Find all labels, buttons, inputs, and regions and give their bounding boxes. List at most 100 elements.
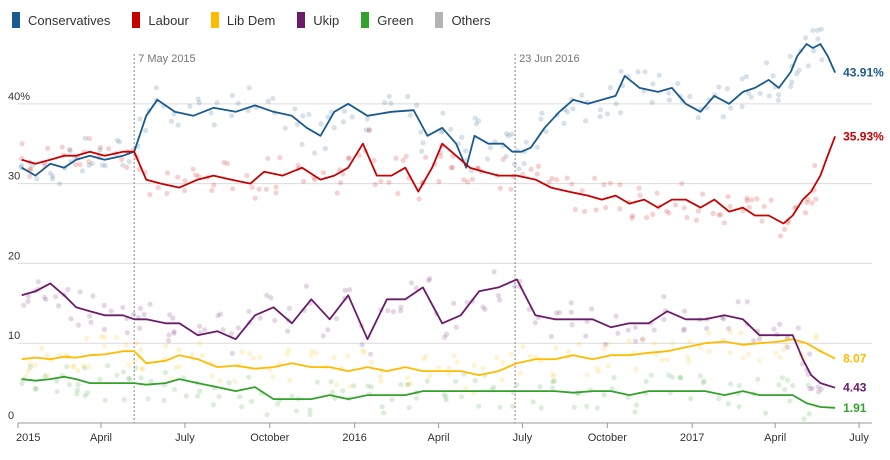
legend-item: Green (361, 12, 413, 28)
poll-dot (607, 85, 613, 91)
poll-dot (130, 311, 137, 317)
poll-dot (743, 74, 750, 80)
poll-dot (550, 371, 556, 377)
poll-dot (726, 325, 732, 332)
poll-dot (120, 369, 127, 375)
poll-dot (359, 342, 365, 348)
x-tick-label: 2015 (16, 432, 40, 444)
poll-dot (579, 188, 585, 194)
poll-dot (145, 396, 151, 402)
poll-dot (569, 181, 575, 187)
end-label: 43.91% (843, 66, 884, 80)
poll-dot (796, 67, 802, 73)
poll-dot (193, 172, 199, 178)
poll-dot (744, 299, 750, 305)
poll-dot (781, 346, 787, 353)
poll-dot (68, 316, 74, 322)
poll-dot (64, 363, 70, 370)
poll-dot (601, 181, 607, 188)
poll-dot (648, 372, 654, 378)
x-tick-label: October (250, 432, 289, 444)
poll-dot (273, 190, 279, 196)
poll-dot (347, 383, 353, 390)
poll-dot (661, 316, 667, 323)
poll-dot (636, 185, 642, 191)
poll-dot (704, 325, 710, 332)
poll-dot (333, 316, 340, 322)
poll-dot (67, 148, 73, 154)
poll-dot (19, 381, 25, 387)
poll-dot (597, 107, 604, 113)
grid-lines (18, 103, 872, 424)
poll-dot (285, 328, 291, 334)
y-tick-label: 30 (8, 171, 20, 183)
poll-dot (101, 326, 108, 333)
poll-dot (257, 354, 263, 360)
poll-dot (787, 398, 793, 404)
poll-dot (119, 156, 125, 163)
poll-dot (382, 100, 388, 106)
poll-dot (89, 160, 95, 167)
poll-dot (423, 353, 429, 360)
poll-dot (443, 394, 449, 400)
poll-dot (701, 378, 707, 384)
poll-dot (364, 116, 370, 122)
y-tick-label: 10 (8, 330, 20, 342)
poll-dot (416, 196, 422, 202)
poll-dot (147, 301, 153, 307)
poll-dot (372, 182, 378, 188)
poll-dot (771, 326, 777, 332)
poll-dot (539, 110, 545, 116)
poll-dot (613, 313, 619, 319)
poll-dot (420, 356, 426, 362)
poll-dot (626, 338, 632, 344)
poll-dot (211, 122, 217, 128)
poll-dot (784, 377, 791, 383)
poll-dot (666, 372, 672, 378)
poll-dot (681, 308, 688, 314)
poll-dot (413, 395, 420, 401)
poll-dot (360, 347, 366, 354)
poll-dot (471, 362, 478, 369)
poll-dot (50, 173, 56, 179)
poll-dot (802, 210, 809, 216)
end-label: 1.91 (843, 401, 867, 415)
legend-swatch (210, 12, 219, 28)
poll-dot (775, 97, 781, 103)
poll-dot (27, 166, 33, 172)
poll-dot (405, 381, 411, 387)
poll-dot (173, 365, 179, 371)
poll-dot (209, 373, 215, 379)
poll-dot (303, 283, 310, 289)
poll-dot (406, 405, 412, 411)
poll-dot (276, 360, 282, 366)
poll-dot (630, 213, 636, 219)
poll-dot (472, 115, 478, 121)
poll-dot (190, 166, 196, 172)
poll-dot (725, 193, 731, 200)
poll-dot (802, 35, 809, 41)
poll-dot (137, 305, 143, 311)
poll-dot (230, 186, 236, 192)
poll-dot (516, 166, 522, 172)
poll-dot (576, 341, 582, 347)
poll-dot (454, 359, 460, 365)
poll-dot (340, 171, 346, 177)
poll-dot (237, 394, 243, 400)
series-line-ukip (21, 278, 836, 389)
poll-dot (282, 125, 288, 131)
poll-dot (777, 233, 784, 239)
poll-dot (168, 118, 175, 124)
poll-dot (299, 141, 305, 147)
poll-dot (265, 155, 271, 162)
poll-dot (196, 173, 202, 179)
poll-dot (718, 211, 724, 218)
poll-dot (651, 341, 658, 347)
series-lines (21, 43, 836, 409)
poll-dot (21, 302, 27, 308)
poll-dot (659, 357, 665, 364)
series-line-labour (21, 135, 836, 225)
poll-dot (744, 195, 750, 201)
poll-dot (286, 305, 292, 311)
